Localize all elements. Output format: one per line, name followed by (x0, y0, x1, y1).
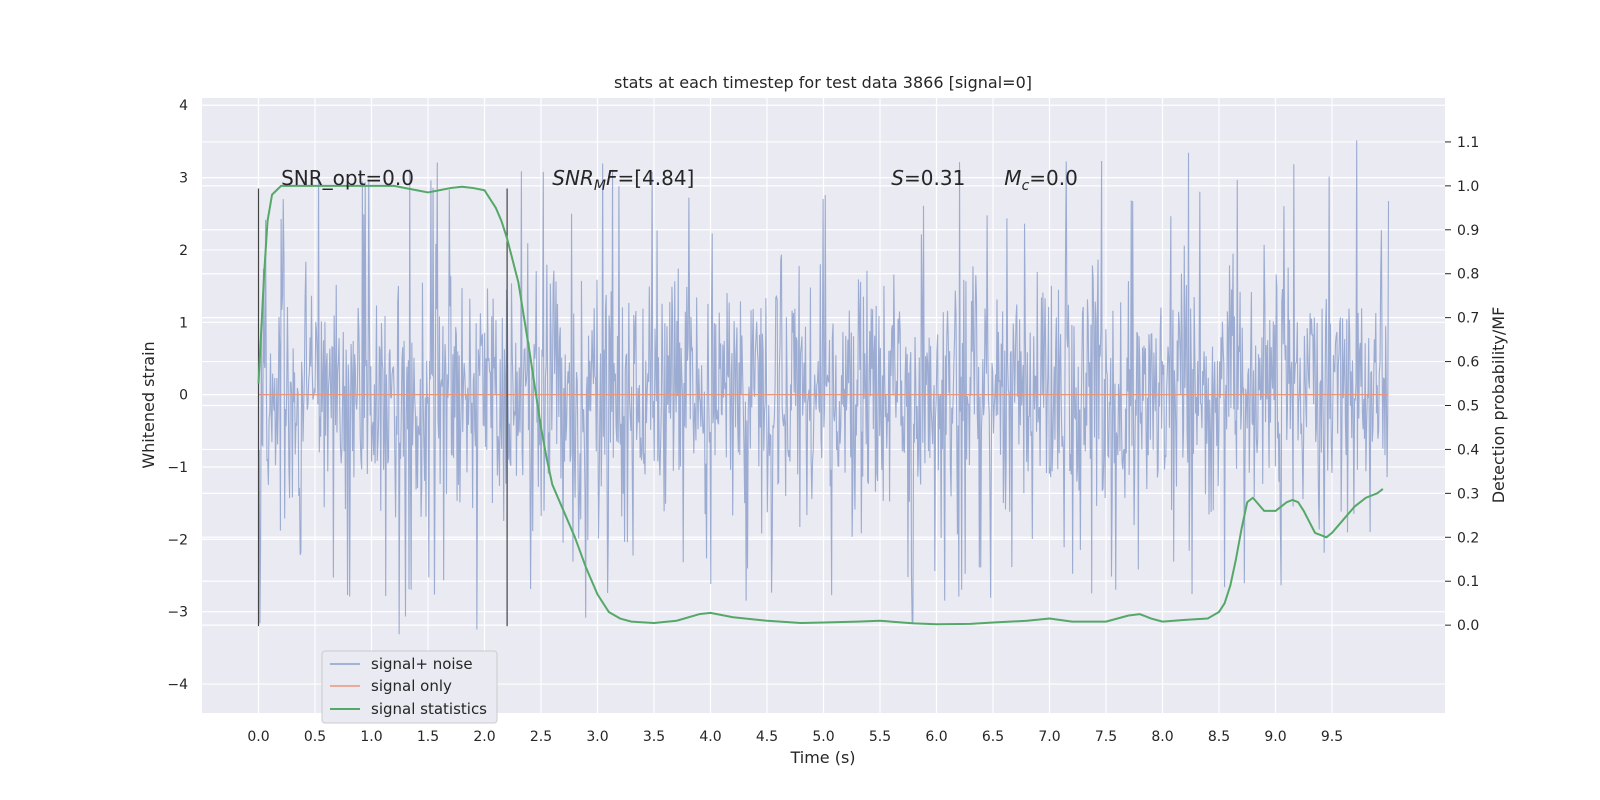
y-tick-label: −4 (167, 677, 188, 693)
x-tick-label: 7.5 (1095, 729, 1117, 745)
x-tick-label: 1.0 (360, 729, 382, 745)
y2-tick-label: 0.7 (1457, 311, 1479, 327)
annotation-1: SNRMF=[4.84] (552, 166, 694, 194)
x-tick-label: 7.0 (1038, 729, 1060, 745)
chart-title: stats at each timestep for test data 386… (614, 73, 1032, 92)
y2-tick-label: 1.0 (1457, 179, 1479, 195)
vertical-markers (257, 188, 508, 627)
annotation-3: Mc=0.0 (1004, 166, 1078, 194)
legend-box (321, 650, 498, 724)
annotation-2: S=0.31 (891, 166, 965, 190)
y-tick-label: 3 (179, 171, 188, 187)
y-tick-label: 0 (179, 388, 188, 404)
legend-label-signal-noise: signal+ noise (371, 655, 473, 673)
y2-axis-ticks: 0.0 0.1 0.2 0.3 0.4 0.5 0.6 0.7 0.8 0.9 1.0 1.1 (1445, 135, 1479, 634)
x-tick-label: 6.0 (925, 729, 947, 745)
y2-tick-label: 0.6 (1457, 355, 1479, 371)
y2-tick-label: 0.1 (1457, 574, 1479, 590)
signal-statistics-line (257, 184, 1384, 626)
x-tick-label: 3.0 (586, 729, 608, 745)
y2-tick-label: 0.4 (1457, 442, 1479, 458)
y2-tick-label: 0.2 (1457, 530, 1479, 546)
legend-label-signal-statistics: signal statistics (371, 700, 487, 718)
y2-tick-label: 0.0 (1457, 618, 1479, 634)
y2-tick-label: 0.9 (1457, 223, 1479, 239)
y2-tick-label: 0.5 (1457, 399, 1479, 415)
x-tick-label: 9.0 (1264, 729, 1286, 745)
x-tick-label: 2.5 (530, 729, 552, 745)
x-tick-label: 0.5 (304, 729, 326, 745)
x-axis-ticks: 0.0 0.5 1.0 1.5 2.0 2.5 3.0 3.5 4.0 4.5 5.0 5.5 6.0 6… (247, 729, 1343, 745)
signal-statistics-series (257, 184, 1384, 626)
x-tick-label: 3.5 (643, 729, 665, 745)
y2-tick-label: 0.8 (1457, 267, 1479, 283)
y-tick-label: −3 (167, 605, 188, 621)
x-tick-label: 5.5 (869, 729, 891, 745)
y2-tick-label: 0.3 (1457, 486, 1479, 502)
y-tick-label: 4 (179, 98, 188, 114)
x-axis-label: Time (s) (789, 748, 855, 767)
x-tick-label: 5.0 (812, 729, 834, 745)
annotation-0: SNR_opt=0.0 (281, 166, 414, 190)
y-axis-label: Whitened strain (139, 341, 158, 468)
y-tick-label: −2 (167, 532, 188, 548)
x-tick-label: 1.5 (417, 729, 439, 745)
y2-axis-label: Detection probability/MF (1489, 307, 1508, 504)
y-tick-label: −1 (167, 460, 188, 476)
signal-noise-line (257, 140, 1390, 635)
y2-tick-label: 1.1 (1457, 135, 1479, 151)
x-tick-label: 4.5 (756, 729, 778, 745)
x-tick-label: 8.5 (1208, 729, 1230, 745)
x-tick-label: 2.0 (473, 729, 495, 745)
y-axis-ticks: −4 −3 −2 −1 0 1 2 3 4 (167, 98, 188, 693)
x-tick-label: 0.0 (247, 729, 269, 745)
y-tick-label: 2 (179, 243, 188, 259)
legend-label-signal-only: signal only (371, 677, 452, 695)
legend: signal+ noise signal only signal statist… (321, 650, 498, 724)
annotations: SNR_opt=0.0 SNRMF=[4.84] S=0.31 Mc=0.0 (281, 166, 1078, 194)
x-tick-label: 8.0 (1151, 729, 1173, 745)
x-tick-label: 6.5 (982, 729, 1004, 745)
x-tick-label: 4.0 (699, 729, 721, 745)
x-tick-label: 9.5 (1321, 729, 1343, 745)
signal-noise-series (257, 140, 1390, 635)
y-tick-label: 1 (179, 315, 188, 331)
